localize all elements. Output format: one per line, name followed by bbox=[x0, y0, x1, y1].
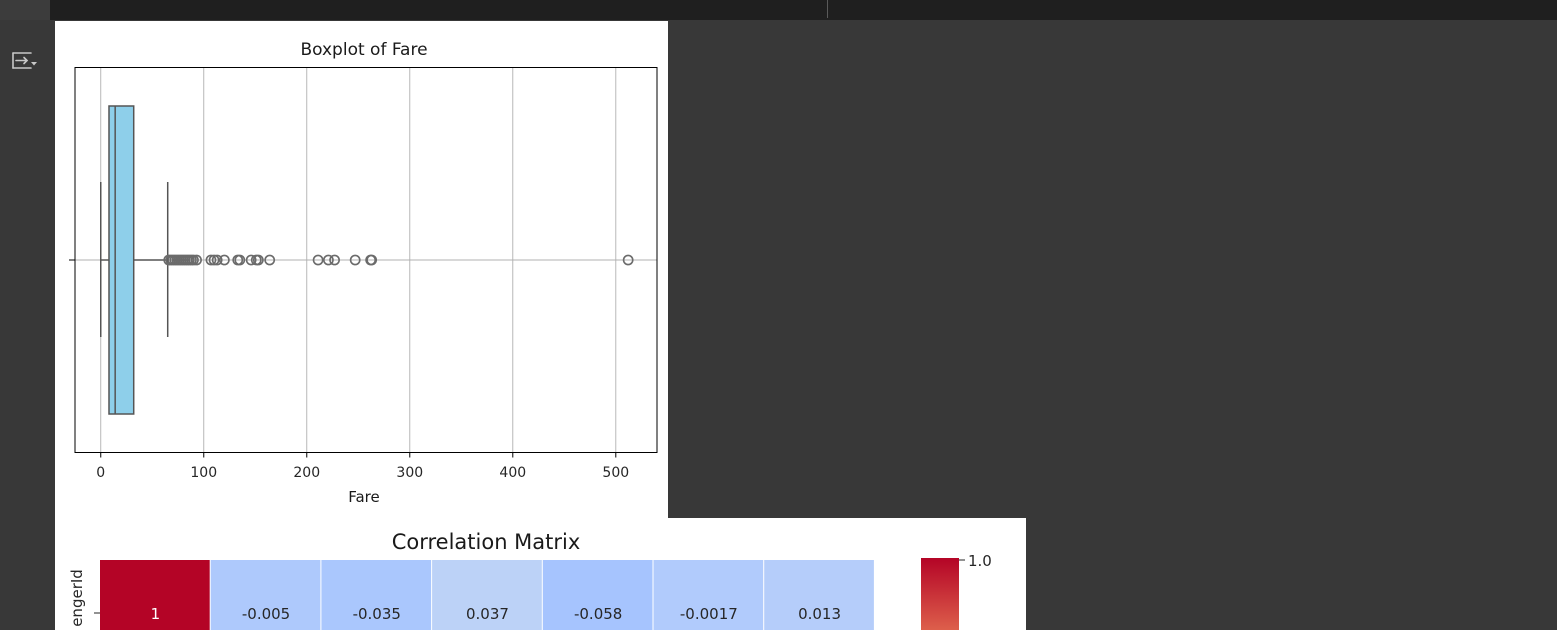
boxplot-output: 0 100 200 300 400 500 Boxplot of Fare Fa… bbox=[55, 21, 668, 518]
outlier-point bbox=[191, 254, 202, 266]
cell-label: 0.037 bbox=[466, 605, 509, 623]
heatmap-annotations: 1 -0.005 -0.035 0.037 -0.058 -0.0017 0.0… bbox=[151, 605, 841, 623]
outlier-point bbox=[245, 254, 257, 266]
heatmap-cells bbox=[100, 560, 874, 630]
cell-label: -0.0017 bbox=[680, 605, 738, 623]
heatmap-cell bbox=[764, 560, 874, 630]
cell-label: 0.013 bbox=[798, 605, 841, 623]
output-gutter bbox=[0, 20, 50, 630]
x-tick-label: 100 bbox=[190, 465, 217, 481]
outlier-point bbox=[622, 254, 634, 266]
outlier-point bbox=[234, 254, 246, 266]
outlier-point bbox=[329, 254, 340, 266]
top-bar bbox=[0, 0, 1557, 20]
outlier-point bbox=[264, 254, 276, 266]
colorbar-tick-label: 1.0 bbox=[968, 552, 992, 570]
heatmap-cell bbox=[100, 560, 210, 630]
heatmap-title: Correlation Matrix bbox=[392, 530, 581, 554]
x-tick-label: 0 bbox=[96, 465, 105, 481]
active-tab[interactable] bbox=[0, 0, 50, 20]
heatmap-cell bbox=[321, 560, 432, 630]
x-axis-ticks: 0 100 200 300 400 500 bbox=[96, 465, 629, 481]
x-tick-label: 200 bbox=[293, 465, 320, 481]
heatmap-cell bbox=[653, 560, 764, 630]
topbar-divider bbox=[827, 0, 828, 18]
outlier-point bbox=[188, 254, 199, 266]
outlier-point bbox=[323, 254, 334, 266]
x-tick-label: 500 bbox=[602, 465, 629, 481]
outlier-point bbox=[366, 254, 378, 266]
y-tick-label: engerId bbox=[68, 569, 86, 627]
cell-label: 1 bbox=[151, 605, 161, 623]
outlier-point bbox=[312, 254, 324, 266]
outlier-point bbox=[211, 254, 223, 266]
x-tick-label: 400 bbox=[499, 465, 526, 481]
colorbar bbox=[921, 558, 959, 630]
boxplot-marks bbox=[100, 105, 634, 415]
outlier-point bbox=[349, 254, 361, 266]
correlation-figure: Correlation Matrix 1 -0.005 -0.035 0.037… bbox=[68, 530, 992, 630]
x-axis-label: Fare bbox=[348, 488, 380, 506]
outlier-point bbox=[205, 254, 217, 266]
boxplot-figure: 0 100 200 300 400 500 Boxplot of Fare Fa… bbox=[69, 40, 658, 506]
heatmap-cell bbox=[432, 560, 542, 630]
heatmap-cell bbox=[542, 560, 653, 630]
cell-label: -0.058 bbox=[574, 605, 622, 623]
iqr-box bbox=[108, 105, 135, 415]
heatmap-cell bbox=[210, 560, 321, 630]
outlier-point bbox=[252, 254, 264, 266]
x-tick-label: 300 bbox=[396, 465, 423, 481]
cell-label: -0.005 bbox=[242, 605, 290, 623]
output-options-icon[interactable] bbox=[9, 48, 39, 74]
cell-label: -0.035 bbox=[353, 605, 401, 623]
outlier-point bbox=[218, 254, 230, 266]
correlation-output: Correlation Matrix 1 -0.005 -0.035 0.037… bbox=[55, 518, 1026, 630]
chart-title: Boxplot of Fare bbox=[300, 40, 427, 60]
outlier-point bbox=[208, 254, 220, 266]
